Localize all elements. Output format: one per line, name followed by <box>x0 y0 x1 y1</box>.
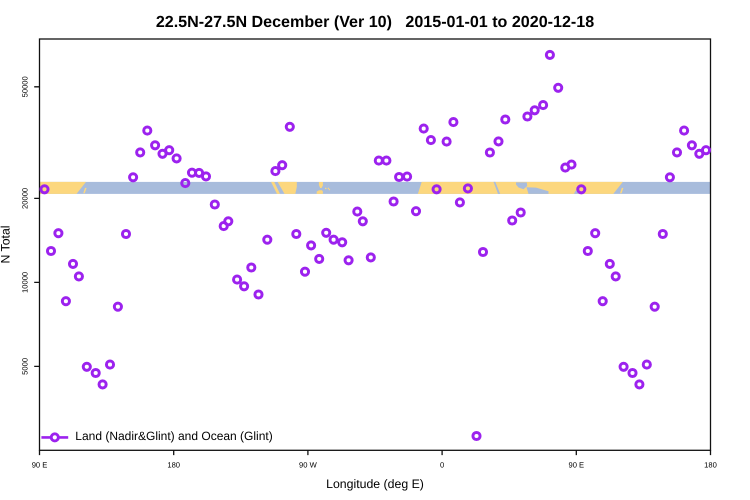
svg-text:180: 180 <box>167 461 180 470</box>
svg-text:5000: 5000 <box>21 358 30 375</box>
svg-text:90 E: 90 E <box>568 461 584 470</box>
svg-text:10000: 10000 <box>21 272 30 293</box>
svg-text:180: 180 <box>704 461 717 470</box>
svg-text:0: 0 <box>440 461 444 470</box>
svg-text:22.5N-27.5N December (Ver 10): 22.5N-27.5N December (Ver 10) 2015-01-01… <box>156 13 594 31</box>
svg-text:20000: 20000 <box>21 188 30 209</box>
svg-text:50000: 50000 <box>21 76 30 97</box>
svg-text:90 E: 90 E <box>32 461 48 470</box>
svg-text:90 W: 90 W <box>299 461 318 470</box>
svg-text:Longitude (deg E): Longitude (deg E) <box>326 477 424 491</box>
svg-text:Land (Nadir&Glint) and Ocean (: Land (Nadir&Glint) and Ocean (Glint) <box>75 429 272 443</box>
svg-text:N Total: N Total <box>0 225 12 263</box>
